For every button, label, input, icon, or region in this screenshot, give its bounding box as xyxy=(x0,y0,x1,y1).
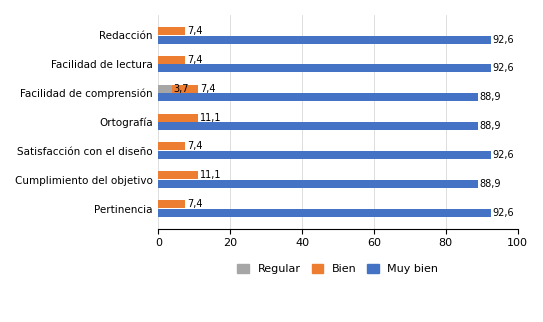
Text: 11,1: 11,1 xyxy=(200,113,222,123)
Bar xyxy=(159,200,185,208)
Text: 7,4: 7,4 xyxy=(200,84,216,94)
Bar xyxy=(159,122,478,130)
Bar xyxy=(159,180,478,188)
Text: 88,9: 88,9 xyxy=(479,92,501,102)
Bar xyxy=(159,151,491,159)
Bar xyxy=(159,114,198,122)
Text: 7,4: 7,4 xyxy=(187,55,203,65)
Bar xyxy=(159,171,198,179)
Text: 7,4: 7,4 xyxy=(187,26,203,36)
Bar xyxy=(159,142,185,150)
Text: 3,7: 3,7 xyxy=(173,84,188,94)
Legend: Regular, Bien, Muy bien: Regular, Bien, Muy bien xyxy=(233,260,443,279)
Text: 92,6: 92,6 xyxy=(493,34,514,44)
Bar xyxy=(159,56,185,64)
Text: 92,6: 92,6 xyxy=(493,208,514,218)
Text: 92,6: 92,6 xyxy=(493,63,514,73)
Bar xyxy=(159,35,491,43)
Bar xyxy=(159,64,491,72)
Bar xyxy=(172,85,198,93)
Bar xyxy=(159,93,478,101)
Text: 92,6: 92,6 xyxy=(493,150,514,160)
Bar xyxy=(159,209,491,217)
Bar xyxy=(159,27,185,35)
Bar xyxy=(159,85,172,93)
Text: 88,9: 88,9 xyxy=(479,121,501,131)
Text: 11,1: 11,1 xyxy=(200,170,222,180)
Text: 7,4: 7,4 xyxy=(187,199,203,209)
Text: 88,9: 88,9 xyxy=(479,179,501,189)
Text: 7,4: 7,4 xyxy=(187,141,203,151)
